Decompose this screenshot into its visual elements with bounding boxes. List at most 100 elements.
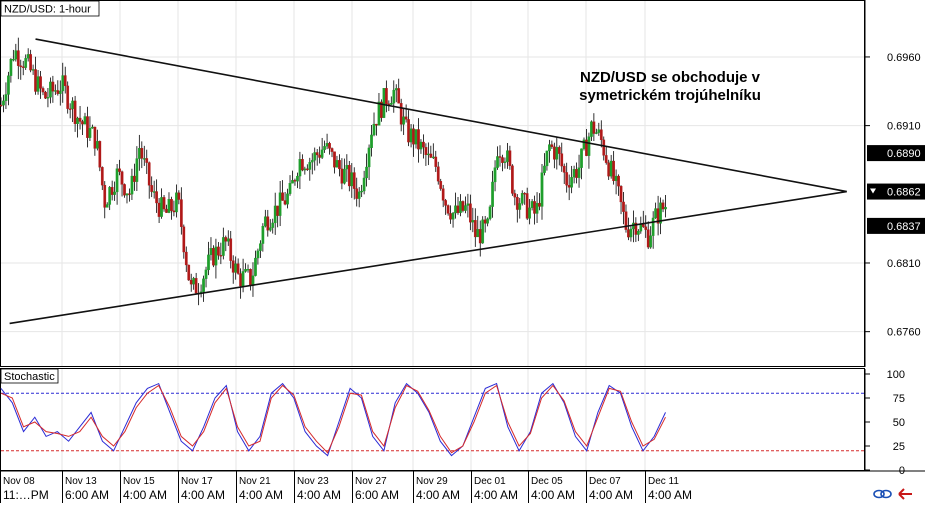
- candle-body: [95, 141, 99, 149]
- candle-body: [81, 121, 84, 125]
- candle-body: [345, 164, 349, 170]
- candle-body: [501, 157, 504, 163]
- candle-body: [9, 59, 13, 76]
- candle-body: [570, 177, 573, 188]
- candle-body: [451, 212, 455, 220]
- candle-body: [58, 90, 62, 94]
- candle-body: [385, 88, 388, 104]
- candle-body: [273, 205, 277, 224]
- candle-body: [44, 91, 47, 99]
- candle-body: [133, 175, 136, 182]
- candle-body: [557, 147, 561, 154]
- stochastic-title: Stochastic: [4, 371, 55, 383]
- candle-body: [214, 246, 218, 266]
- candle-body: [377, 101, 381, 126]
- candle-body: [503, 161, 507, 163]
- candle-body: [266, 216, 270, 231]
- candle-body: [46, 97, 50, 99]
- trendlines: [9, 38, 847, 325]
- candle-body: [498, 156, 502, 158]
- candle-body: [73, 100, 77, 125]
- candle-body: [239, 273, 242, 287]
- chart-title-box: [0, 0, 100, 17]
- time-label: 4:00 AM: [416, 488, 460, 502]
- candle-body: [7, 75, 10, 95]
- candle-body: [177, 192, 181, 200]
- candle-body: [429, 153, 433, 158]
- candle-body: [14, 50, 18, 60]
- candle-body: [288, 183, 292, 194]
- stochastic-pane: Stochastic: [0, 368, 865, 471]
- candle-body: [466, 203, 470, 206]
- candle-body: [515, 197, 519, 210]
- price-marker-label: 0.6837: [887, 221, 921, 233]
- candle-body: [575, 169, 578, 178]
- candle-body: [333, 151, 336, 168]
- candle-body: [318, 154, 322, 158]
- candle-body: [320, 149, 324, 158]
- candle-body: [278, 192, 282, 216]
- candle-body: [301, 159, 304, 171]
- candle-body: [654, 208, 657, 219]
- time-label: 4:00 AM: [181, 488, 225, 502]
- price-marker-box: [867, 217, 925, 234]
- candle-body: [330, 148, 334, 152]
- candle-body: [446, 205, 450, 214]
- time-label: 4:00 AM: [239, 488, 283, 502]
- candle-body: [431, 156, 435, 159]
- date-label: Nov 23: [297, 476, 329, 487]
- candle-body: [422, 141, 425, 148]
- candle-body: [481, 219, 485, 244]
- candle-body: [543, 165, 546, 173]
- candle-body: [461, 201, 465, 211]
- stochastic-grid: [1, 369, 864, 470]
- candle-body: [506, 150, 509, 162]
- candle-body: [241, 271, 245, 287]
- candle-body: [424, 147, 428, 155]
- candle-body: [572, 169, 576, 178]
- candle-body: [4, 94, 8, 102]
- candle-body: [439, 181, 443, 189]
- candle-body: [362, 177, 366, 192]
- candle-body: [123, 184, 126, 196]
- price-marker-box: [867, 145, 925, 162]
- candle-body: [518, 203, 522, 210]
- candle-body: [454, 205, 457, 214]
- candle-body: [152, 191, 156, 193]
- candle-body: [592, 121, 596, 134]
- candle-body: [493, 167, 497, 183]
- candle-body: [412, 128, 415, 145]
- candle-body: [296, 175, 299, 182]
- candle-body: [61, 75, 65, 92]
- candle-body: [179, 199, 183, 227]
- candle-body: [636, 231, 640, 235]
- candle-body: [436, 166, 440, 182]
- price-marker-box: [867, 183, 925, 200]
- candle-body: [88, 128, 92, 138]
- candle-body: [103, 184, 107, 208]
- candle-body: [360, 190, 364, 193]
- stochastic-series-1: [0, 384, 666, 454]
- arrow-icon[interactable]: [898, 488, 912, 500]
- candle-body: [491, 181, 494, 207]
- candle-body: [16, 50, 20, 66]
- candle-body: [182, 226, 186, 253]
- candle-body: [246, 269, 250, 271]
- link-icon[interactable]: [873, 489, 892, 499]
- time-label: 6:00 AM: [355, 488, 399, 502]
- candle-body: [577, 167, 581, 178]
- candle-body: [464, 205, 467, 211]
- candle-body: [370, 134, 373, 149]
- candle-body: [0, 104, 3, 107]
- candle-body: [110, 187, 114, 195]
- candle-body: [419, 141, 423, 150]
- candle-body: [325, 143, 329, 147]
- candle-body: [476, 229, 480, 238]
- candle-body: [224, 237, 228, 242]
- candle-body: [444, 200, 448, 206]
- candle-body: [140, 148, 144, 159]
- candle-body: [357, 191, 361, 199]
- candle-body: [21, 66, 25, 68]
- candle-body: [350, 172, 354, 187]
